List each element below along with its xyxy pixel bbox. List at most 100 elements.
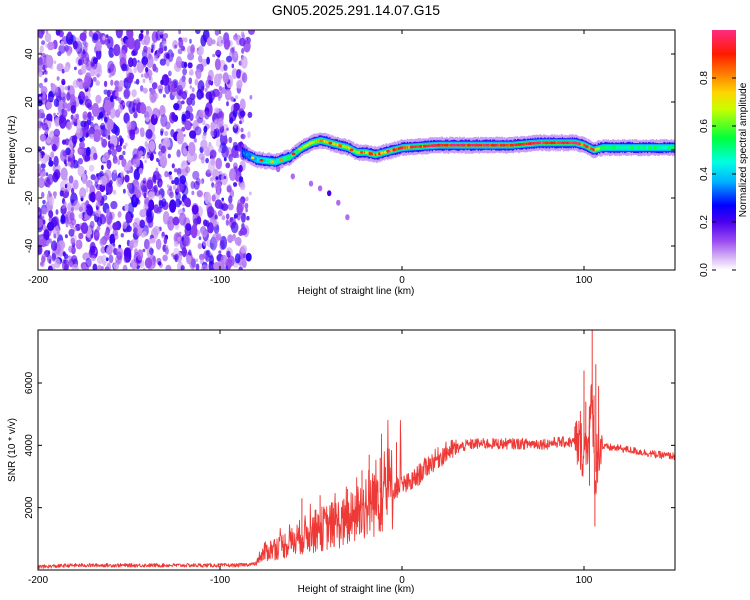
ridge-hotspot	[502, 143, 506, 147]
noise-blob	[66, 121, 72, 131]
colorbar-tick-label: 0.4	[699, 167, 710, 181]
noise-blob	[239, 37, 246, 47]
noise-blob	[38, 57, 44, 67]
noise-blob	[117, 158, 121, 166]
noise-blob	[95, 209, 101, 217]
ridge-cell	[460, 143, 462, 147]
noise-blob	[125, 225, 132, 233]
noise-blob	[53, 194, 57, 199]
noise-blob	[203, 146, 211, 157]
noise-blob	[106, 257, 109, 262]
noise-blob	[61, 139, 67, 145]
noise-blob	[62, 101, 68, 109]
noise-blob	[53, 112, 56, 117]
noise-blob	[181, 246, 187, 258]
ridge-hotspot	[423, 144, 427, 148]
noise-blob	[221, 215, 226, 221]
ridge-cell	[608, 146, 611, 149]
noise-blob	[188, 249, 192, 257]
ridge-cell	[408, 145, 411, 149]
noise-blob	[148, 140, 156, 152]
ridge-cell	[384, 150, 387, 154]
noise-blob	[99, 237, 106, 247]
ridge-cell	[390, 149, 392, 152]
ridge-cell	[470, 143, 472, 147]
noise-blob	[90, 234, 94, 239]
noise-blob	[214, 199, 223, 209]
noise-blob	[245, 252, 252, 262]
ridge-cell	[449, 143, 451, 147]
noise-blob	[119, 137, 124, 144]
ridge-cell	[264, 159, 267, 162]
ridge-cell	[643, 146, 645, 149]
ridge-cell	[277, 159, 280, 163]
noise-blob	[176, 168, 183, 175]
ridge-cell	[301, 146, 304, 149]
noise-blob	[59, 180, 68, 192]
noise-blob	[184, 197, 191, 207]
noise-blob	[143, 61, 147, 68]
noise-blob	[115, 30, 123, 39]
ridge-cell	[305, 144, 307, 148]
noise-blob	[133, 112, 138, 119]
noise-blob	[41, 255, 46, 264]
noise-blob	[73, 40, 78, 50]
ridge-cell	[366, 151, 368, 154]
ridge-cell	[610, 146, 613, 149]
noise-blob	[79, 137, 83, 142]
ridge-cell	[322, 139, 324, 143]
ridge-cell	[532, 142, 534, 145]
noise-blob	[71, 119, 74, 125]
noise-blob	[208, 80, 213, 85]
noise-blob	[39, 133, 47, 142]
ridge-cell	[376, 153, 378, 156]
noise-blob	[164, 83, 171, 95]
noise-blob	[190, 108, 193, 112]
noise-blob	[45, 239, 50, 246]
noise-blob	[61, 68, 65, 74]
branch-point	[345, 214, 350, 221]
noise-blob	[233, 123, 237, 129]
noise-blob	[214, 214, 218, 220]
ridge-cell	[632, 146, 635, 149]
noise-blob	[159, 105, 166, 117]
noise-blob	[42, 170, 46, 177]
ridge-cell	[617, 146, 619, 149]
noise-blob	[239, 110, 246, 117]
noise-blob	[214, 119, 218, 125]
branch-point	[327, 190, 332, 197]
noise-blob	[214, 107, 220, 114]
noise-blob	[38, 245, 43, 255]
noise-blob	[213, 219, 218, 228]
ridge-cell	[627, 146, 629, 149]
noise-blob	[64, 234, 68, 239]
ridge-cell	[626, 146, 628, 149]
noise-blob	[222, 72, 229, 84]
noise-blob	[85, 187, 89, 193]
noise-blob	[92, 33, 99, 41]
noise-blob	[135, 78, 140, 85]
ridge-cell	[435, 144, 437, 147]
noise-blob	[55, 30, 61, 36]
noise-blob	[241, 72, 248, 83]
noise-blob	[143, 267, 146, 270]
noise-blob	[238, 266, 243, 270]
noise-blob	[68, 175, 74, 184]
ridge-cell	[631, 146, 633, 149]
noise-blob	[215, 157, 222, 170]
noise-blob	[110, 79, 114, 86]
noise-blob	[64, 86, 68, 91]
noise-blob	[61, 80, 66, 86]
noise-blob	[53, 98, 60, 107]
noise-blob	[139, 103, 147, 115]
noise-blob	[227, 234, 234, 244]
noise-blob	[239, 120, 242, 125]
colorbar-tick-label: 0.2	[699, 215, 710, 229]
ridge-cell	[659, 146, 661, 149]
ridge-cell	[602, 146, 604, 149]
branch-point	[290, 173, 295, 180]
noise-blob	[148, 75, 153, 84]
ridge-cell	[363, 151, 365, 154]
